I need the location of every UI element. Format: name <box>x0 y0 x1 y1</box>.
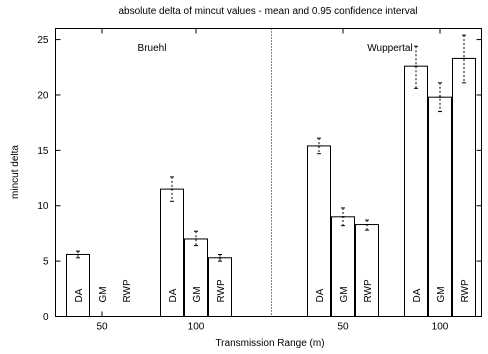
bar-label: GM <box>436 286 447 302</box>
bar <box>452 57 476 318</box>
x-axis-label: Transmission Range (m) <box>215 338 324 349</box>
bar-label: DA <box>168 288 179 302</box>
y-tick-label: 20 <box>37 90 49 101</box>
bar-label: RWP <box>122 279 133 302</box>
bar <box>404 65 428 317</box>
bar-label: RWP <box>460 279 471 302</box>
y-tick-label: 10 <box>37 201 49 212</box>
bar-label: RWP <box>216 279 227 302</box>
bar-label: GM <box>339 286 350 302</box>
bar <box>66 253 90 318</box>
x-tick-label: 100 <box>188 322 205 333</box>
y-tick-label: 25 <box>37 35 49 46</box>
y-tick-label: 5 <box>43 257 49 268</box>
plot-frame <box>55 28 482 317</box>
panel-label: Wuppertal <box>367 43 412 54</box>
x-axis: 50 100 50 100 <box>96 28 449 333</box>
chart-title: absolute delta of mincut values - mean a… <box>118 6 417 17</box>
y-tick-label: 0 <box>43 312 49 323</box>
bar-label: DA <box>315 288 326 302</box>
x-tick-label: 100 <box>432 322 449 333</box>
x-tick-label: 50 <box>96 322 108 333</box>
y-axis-label: mincut delta <box>10 145 21 199</box>
bar-label: GM <box>192 286 203 302</box>
bar-series: DA GM RWP DA GM RWP DA GM RWP DA GM RWP <box>66 34 476 318</box>
bar-label: DA <box>74 288 85 302</box>
y-tick-label: 15 <box>37 146 49 157</box>
bar <box>428 96 452 317</box>
panel-label: Bruehl <box>138 43 167 54</box>
panel-labels: Bruehl Wuppertal <box>138 43 413 54</box>
bar-label: GM <box>98 286 109 302</box>
y-axis: 0 5 10 15 20 25 <box>37 35 482 323</box>
x-tick-label: 50 <box>337 322 349 333</box>
bar-label: RWP <box>363 279 374 302</box>
bar <box>184 238 208 317</box>
bar-label: DA <box>412 288 423 302</box>
